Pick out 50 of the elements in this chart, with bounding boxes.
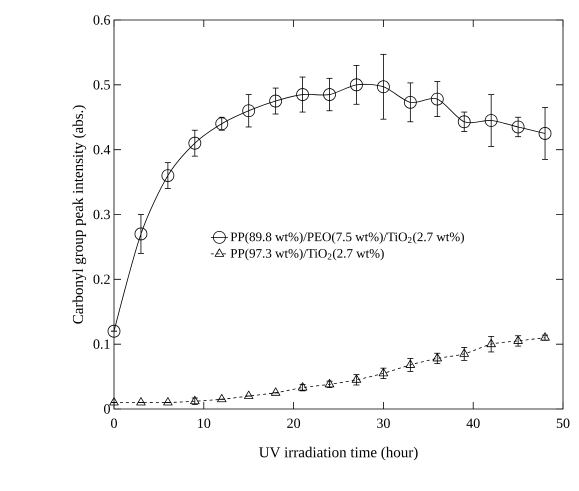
point: [538, 127, 552, 140]
point: [108, 324, 120, 338]
point: [406, 360, 416, 368]
point: [459, 348, 469, 357]
x-tick-label: 20: [287, 418, 300, 428]
point: [404, 96, 417, 109]
x-tick-label: 40: [466, 418, 480, 428]
point: [242, 104, 256, 118]
legend-label: PP(89.8 wt%)/PEO(7.5 wt%)/TiO$_{2}$(2.7 wt%): [230, 232, 464, 244]
point: [352, 374, 362, 383]
point: [270, 387, 280, 396]
point: [484, 114, 498, 127]
point: [486, 338, 496, 348]
point: [430, 92, 444, 106]
point: [324, 378, 334, 388]
y-tick-label: 0.6: [94, 15, 110, 25]
point: [296, 88, 309, 101]
point: [350, 78, 363, 92]
y-tick-label: 0.3: [94, 210, 110, 220]
point: [215, 117, 228, 130]
x-tick-label: 50: [556, 418, 570, 428]
point: [512, 120, 525, 134]
point: [377, 80, 390, 94]
point: [217, 394, 226, 402]
x-tick-label: 30: [377, 418, 390, 428]
point: [161, 169, 174, 182]
point: [378, 368, 388, 376]
y-axis-title: Carbonyl group peak intensity (abs.): [72, 105, 86, 324]
point: [323, 88, 336, 101]
point: [540, 332, 550, 341]
y-tick-label: 0.4: [94, 144, 110, 154]
x-tick-label: 10: [198, 418, 210, 428]
point: [513, 336, 523, 344]
y-tick-label: 0.2: [94, 274, 110, 284]
y-tick-label: 0.5: [94, 80, 110, 90]
point: [163, 397, 173, 406]
point: [188, 136, 202, 150]
point: [269, 94, 282, 108]
y-tick-label: 0: [104, 404, 110, 414]
x-axis-title: UV irradiation time (hour): [259, 446, 418, 460]
point: [432, 353, 442, 362]
point: [134, 228, 148, 240]
legend-label: PP(97.3 wt%)/TiO$_{2}$(2.7 wt%): [230, 248, 384, 260]
x-tick-label: 0: [111, 418, 117, 428]
y-tick-label: 0.1: [94, 339, 110, 349]
point: [458, 115, 471, 128]
point: [109, 397, 119, 406]
point: [190, 396, 200, 404]
point: [136, 397, 146, 406]
point: [244, 390, 254, 399]
